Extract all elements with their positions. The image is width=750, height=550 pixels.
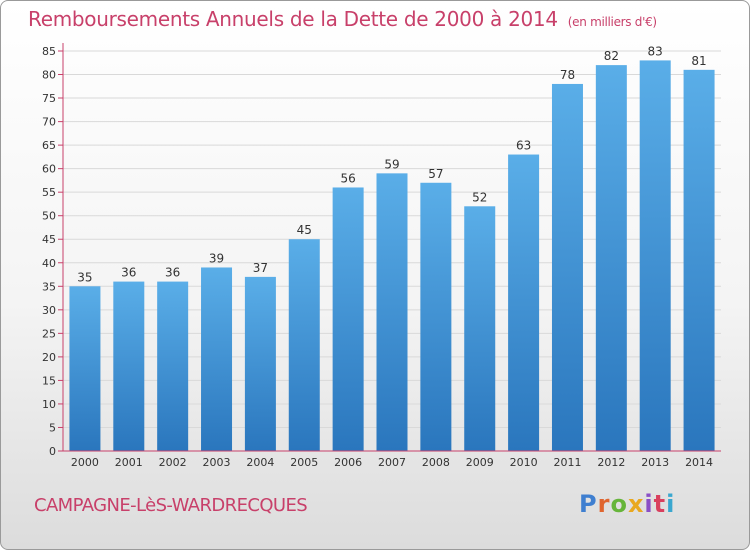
chart-title-text: Remboursements Annuels de la Dette de 20… [28, 7, 558, 31]
bar-value-label: 37 [253, 261, 268, 275]
logo-letter: x [627, 490, 645, 518]
commune-name: CAMPAGNE-LèS-WARDRECQUES [34, 495, 308, 516]
logo-letter: P [579, 490, 598, 518]
logo-letter: o [610, 490, 628, 518]
bar-value-label: 56 [340, 171, 355, 185]
x-tick-label: 2012 [597, 456, 625, 469]
bar-value-label: 81 [691, 54, 706, 68]
y-tick-label: 60 [42, 163, 56, 176]
x-tick-label: 2004 [246, 456, 274, 469]
y-tick-label: 45 [42, 233, 56, 246]
bars [69, 60, 715, 452]
y-tick-label: 15 [42, 374, 56, 387]
bar-value-label: 45 [297, 223, 312, 237]
bar [157, 281, 189, 451]
y-tick-label: 40 [42, 257, 56, 270]
y-tick-label: 35 [42, 280, 56, 293]
x-tick-label: 2007 [378, 456, 406, 469]
bar [244, 276, 276, 451]
bar [201, 267, 233, 451]
x-tick-label: 2003 [203, 456, 231, 469]
x-tick-label: 2011 [553, 456, 581, 469]
bar [288, 239, 320, 451]
y-tick-label: 70 [42, 116, 56, 129]
x-tick-labels: 2000 2001 2002 2003 2004 2005 2006 2007 2008 2009… [71, 456, 713, 469]
bar-value-label: 36 [121, 266, 136, 280]
y-tick-label: 50 [42, 210, 56, 223]
y-tick-label: 30 [42, 304, 56, 317]
bar [551, 83, 583, 452]
y-tick-label: 85 [42, 45, 56, 58]
x-tick-label: 2008 [422, 456, 450, 469]
bar [595, 65, 627, 451]
y-tick-label: 80 [42, 69, 56, 82]
x-tick-label: 2000 [71, 456, 99, 469]
x-tick-label: 2006 [334, 456, 362, 469]
bar [420, 182, 452, 451]
bar [376, 173, 408, 451]
bar [332, 187, 364, 451]
bar [69, 286, 101, 451]
x-tick-label: 2014 [685, 456, 713, 469]
axes [62, 43, 721, 452]
bar-value-label: 59 [384, 157, 399, 171]
x-tick-label: 2002 [159, 456, 187, 469]
bar-value-label: 57 [428, 167, 443, 181]
y-tick-label: 25 [42, 327, 56, 340]
y-tick-label: 55 [42, 186, 56, 199]
logo-letter: i [666, 490, 676, 518]
y-tick-label: 65 [42, 139, 56, 152]
chart-unit: (en milliers d'€) [567, 15, 657, 29]
logo-letter: t [653, 490, 667, 518]
logo-letter: i [644, 490, 654, 518]
bar-value-label: 63 [516, 139, 531, 153]
proxiti-logo: Proxiti [579, 490, 675, 518]
y-tick-label: 10 [42, 398, 56, 411]
bar-value-label: 52 [472, 190, 487, 204]
logo-letter: r [597, 490, 611, 518]
bar [508, 154, 540, 451]
chart-title: Remboursements Annuels de la Dette de 20… [28, 7, 657, 31]
y-tick-labels: 0 5 10 15 20 25 30 35 40 45 50 55 60 65 70 75 80 85 [42, 45, 63, 458]
y-tick-label: 75 [42, 92, 56, 105]
bar [683, 69, 715, 451]
bar-value-label: 82 [604, 49, 619, 63]
y-tick-label: 20 [42, 351, 56, 364]
bar [639, 60, 671, 451]
x-tick-label: 2005 [290, 456, 318, 469]
bar-value-label: 35 [77, 270, 92, 284]
bar-value-label: 39 [209, 251, 224, 265]
x-tick-label: 2013 [641, 456, 669, 469]
bar-value-label: 78 [560, 68, 575, 82]
bar-value-labels: 35 36 36 39 37 45 56 59 57 52 63 78 82 83 81 [77, 44, 706, 284]
x-tick-label: 2001 [115, 456, 143, 469]
bar-value-label: 83 [648, 44, 663, 58]
bar [113, 281, 145, 451]
bar [464, 206, 496, 451]
y-tick-label: 0 [49, 445, 56, 458]
bar-value-label: 36 [165, 266, 180, 280]
x-tick-label: 2009 [466, 456, 494, 469]
x-tick-label: 2010 [510, 456, 538, 469]
y-tick-label: 5 [49, 421, 56, 434]
